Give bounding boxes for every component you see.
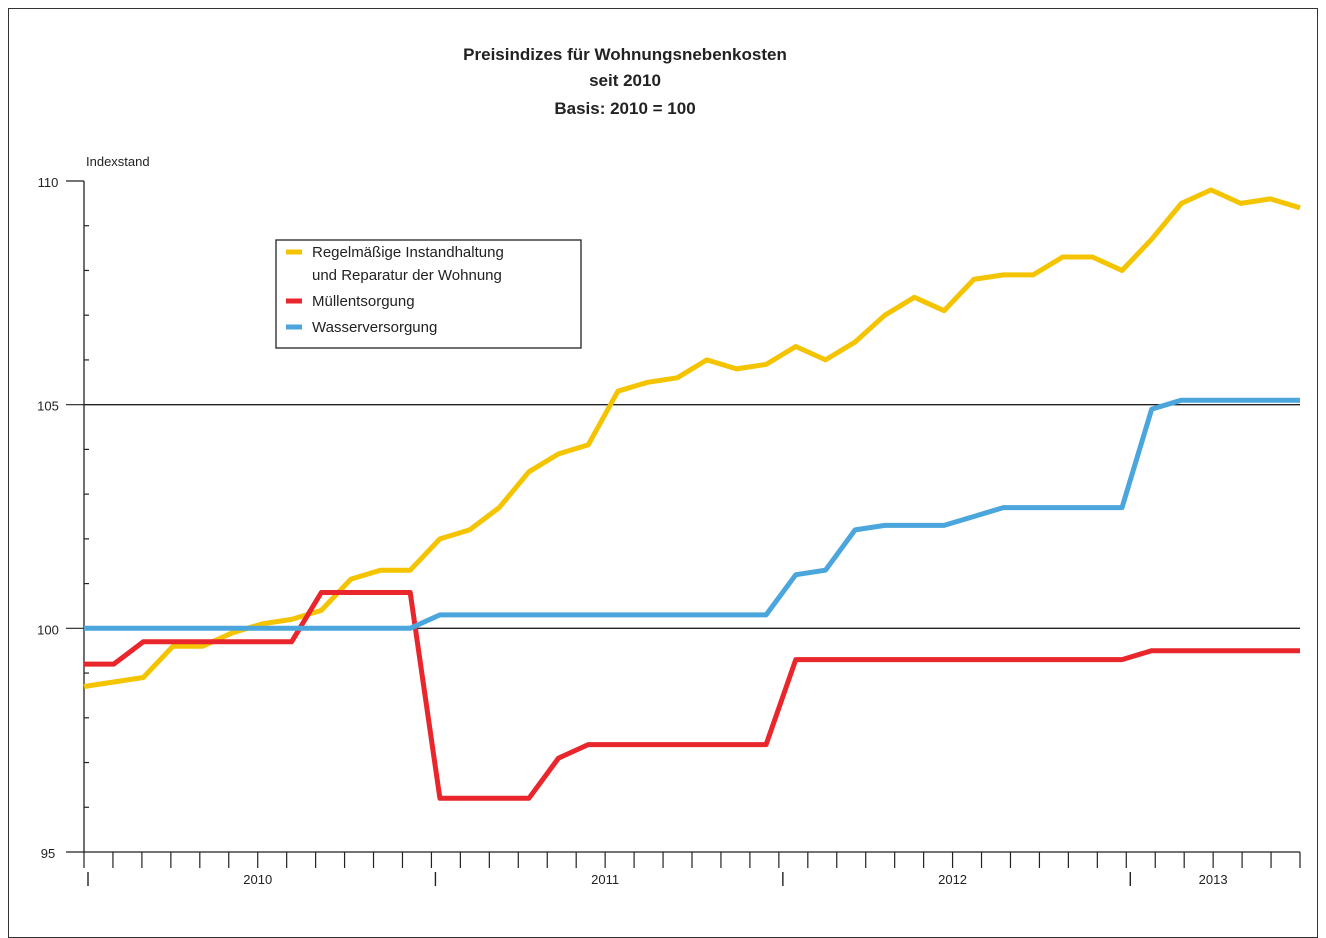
title-line-1: Preisindizes für Wohnungsnebenkosten bbox=[463, 45, 787, 64]
series-lines bbox=[83, 187, 1301, 801]
legend: Regelmäßige Instandhaltung und Reparatur … bbox=[275, 239, 582, 349]
y-tick-label: 110 bbox=[38, 175, 59, 190]
x-tick-label: 2011 bbox=[591, 872, 619, 887]
x-axis-ticks: 2010 2011 2012 2013 bbox=[83, 852, 1301, 887]
title-line-3: Basis: 2010 = 100 bbox=[554, 99, 695, 118]
series-line-3 bbox=[84, 397, 1300, 631]
legend-box bbox=[275, 239, 582, 349]
y-tick-label: 95 bbox=[41, 846, 55, 861]
axes bbox=[83, 181, 1300, 853]
legend-label: Regelmäßige Instandhaltung bbox=[312, 244, 504, 261]
chart-title: Preisindizes für Wohnungsnebenkosten sei… bbox=[463, 45, 787, 118]
series-line-1 bbox=[83, 187, 1301, 689]
series-line-2 bbox=[84, 590, 1300, 801]
x-tick-label: 2012 bbox=[938, 872, 967, 887]
y-axis-label: Indexstand bbox=[86, 154, 150, 169]
x-tick-label: 2010 bbox=[243, 872, 272, 887]
gridlines bbox=[84, 404, 1300, 629]
legend-label: und Reparatur der Wohnung bbox=[312, 267, 502, 284]
x-tick-label: 2013 bbox=[1199, 872, 1228, 887]
y-axis-ticks: 95 100 105 110 bbox=[37, 175, 89, 861]
legend-label: Wasserversorgung bbox=[312, 319, 437, 336]
y-tick-label: 100 bbox=[37, 622, 59, 637]
legend-label: Müllentsorgung bbox=[312, 293, 415, 310]
title-line-2: seit 2010 bbox=[589, 71, 661, 90]
chart-frame bbox=[8, 8, 1318, 938]
y-tick-label: 105 bbox=[37, 399, 59, 414]
